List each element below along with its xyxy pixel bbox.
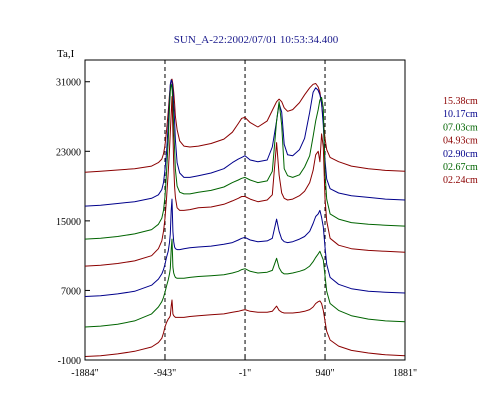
x-tick-label-0: -1884" — [71, 368, 98, 379]
y-tick-label-3: 7000 — [61, 286, 81, 297]
series-line-4 — [84, 198, 406, 297]
legend-entry-0: 15.38cm — [443, 96, 478, 107]
legend-entry-3: 04.93cm — [443, 136, 478, 147]
series-lines — [84, 78, 406, 357]
series-line-1 — [84, 79, 406, 207]
x-tick-label-3: 940" — [315, 368, 334, 379]
series-line-6 — [84, 299, 406, 357]
series-line-5 — [84, 238, 406, 328]
x-tick-label-2: -1" — [239, 368, 251, 379]
axis-ticks: 31000 23000 15000 7000 -1000-1884" -943" -1" 94… — [56, 78, 417, 379]
chart-title: SUN_A-22:2002/07/01 10:53:34.400 — [174, 34, 339, 46]
legend-entry-6: 02.24cm — [443, 175, 478, 186]
x-tick-label-1: -943" — [154, 368, 176, 379]
y-axis-label: Ta,I — [57, 48, 75, 60]
series-line-3 — [84, 96, 406, 267]
dashed-reference-lines — [164, 60, 326, 360]
legend-entry-2: 07.03cm — [443, 122, 478, 133]
y-tick-label-1: 23000 — [56, 147, 81, 158]
y-tick-label-2: 15000 — [56, 217, 81, 228]
y-tick-label-4: -1000 — [58, 356, 81, 367]
series-line-2 — [84, 83, 406, 240]
x-tick-label-4: 1881" — [393, 368, 417, 379]
legend-entry-1: 10.17cm — [443, 109, 478, 120]
legend-entry-4: 02.90cm — [443, 149, 478, 160]
legend: 15.38cm 10.17cm 07.03cm 04.93cm 02.90cm 02.67… — [443, 96, 478, 186]
y-tick-label-0: 31000 — [56, 78, 81, 89]
legend-entry-5: 02.67cm — [443, 162, 478, 173]
